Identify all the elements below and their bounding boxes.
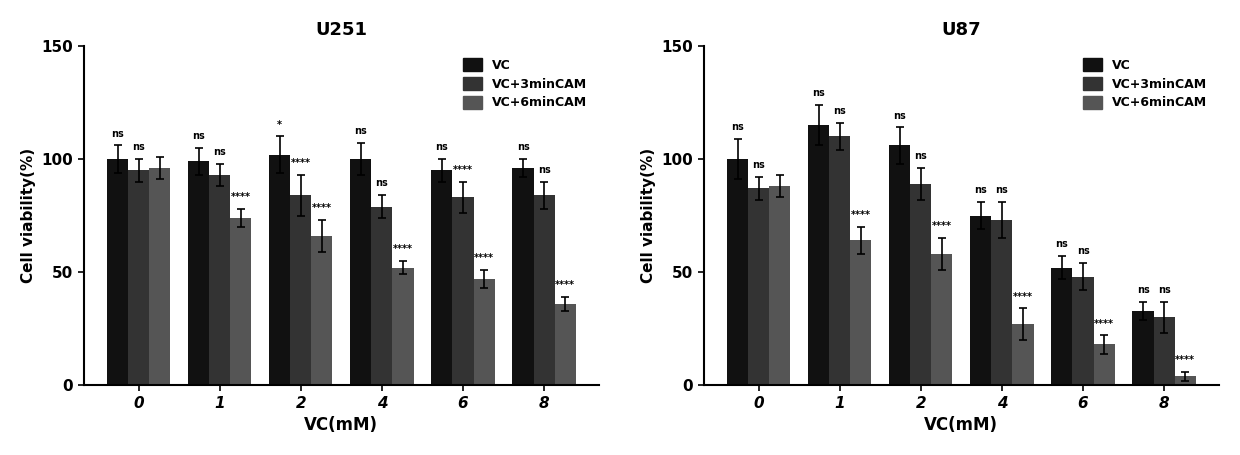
Bar <box>830 136 851 385</box>
Bar <box>1094 344 1115 385</box>
Text: ****: **** <box>312 203 332 213</box>
Bar <box>1052 268 1073 385</box>
Bar <box>128 170 149 385</box>
Text: ****: **** <box>453 165 472 175</box>
Y-axis label: Cell viability(%): Cell viability(%) <box>21 148 36 283</box>
Title: U251: U251 <box>315 21 367 39</box>
Bar <box>210 175 231 385</box>
Bar <box>432 170 453 385</box>
Bar <box>107 159 128 385</box>
Bar <box>392 268 413 385</box>
Bar <box>1073 277 1094 385</box>
Text: ns: ns <box>975 185 987 195</box>
Bar <box>808 125 830 385</box>
Y-axis label: Cell viability(%): Cell viability(%) <box>641 148 656 283</box>
Text: ns: ns <box>213 147 226 157</box>
Text: ****: **** <box>291 158 311 168</box>
Bar <box>910 184 931 385</box>
Bar <box>1132 311 1153 385</box>
Bar <box>931 254 952 385</box>
Bar <box>290 195 311 385</box>
Bar <box>231 218 252 385</box>
Bar <box>149 168 170 385</box>
Legend: VC, VC+3minCAM, VC+6minCAM: VC, VC+3minCAM, VC+6minCAM <box>1076 52 1213 116</box>
Text: ns: ns <box>753 160 765 170</box>
Text: ns: ns <box>1158 285 1171 295</box>
Bar <box>727 159 748 385</box>
Text: ns: ns <box>996 185 1008 195</box>
Bar <box>1012 324 1033 385</box>
Text: ns: ns <box>192 131 205 141</box>
Bar <box>533 195 554 385</box>
Text: ****: **** <box>393 244 413 254</box>
Text: *: * <box>278 120 283 130</box>
Text: ****: **** <box>851 210 870 220</box>
Text: ****: **** <box>1176 355 1195 365</box>
Text: ns: ns <box>1137 285 1149 295</box>
Text: ****: **** <box>1013 292 1033 302</box>
Text: ns: ns <box>355 126 367 136</box>
Text: ns: ns <box>435 142 449 152</box>
Text: ****: **** <box>556 280 575 290</box>
Bar <box>350 159 371 385</box>
Bar <box>970 216 991 385</box>
Bar <box>851 240 872 385</box>
Text: ns: ns <box>538 165 551 175</box>
Bar <box>554 304 575 385</box>
Text: ns: ns <box>914 152 928 161</box>
Bar <box>769 186 790 385</box>
Text: ****: **** <box>932 222 952 232</box>
Text: ns: ns <box>833 106 846 116</box>
Bar <box>269 155 290 385</box>
Text: ns: ns <box>376 178 388 188</box>
Bar <box>453 197 474 385</box>
Bar <box>474 279 495 385</box>
Text: ns: ns <box>893 111 906 121</box>
Bar <box>311 236 332 385</box>
Text: ****: **** <box>474 253 494 263</box>
Text: ns: ns <box>112 129 124 139</box>
Text: ****: **** <box>1094 318 1114 329</box>
Text: ns: ns <box>517 142 529 152</box>
X-axis label: VC(mM): VC(mM) <box>924 416 998 434</box>
Title: U87: U87 <box>941 21 981 39</box>
Text: ns: ns <box>812 88 825 98</box>
Bar <box>748 188 769 385</box>
Bar <box>188 161 210 385</box>
Text: ****: **** <box>231 192 250 202</box>
Text: ns: ns <box>732 122 744 132</box>
Bar <box>991 220 1012 385</box>
Bar <box>512 168 533 385</box>
Bar <box>889 146 910 385</box>
Text: ns: ns <box>133 142 145 152</box>
Text: ns: ns <box>1076 246 1090 256</box>
X-axis label: VC(mM): VC(mM) <box>304 416 378 434</box>
Legend: VC, VC+3minCAM, VC+6minCAM: VC, VC+3minCAM, VC+6minCAM <box>456 52 593 116</box>
Bar <box>1153 317 1174 385</box>
Bar <box>1174 376 1195 385</box>
Text: ns: ns <box>1055 239 1069 249</box>
Bar <box>371 207 392 385</box>
